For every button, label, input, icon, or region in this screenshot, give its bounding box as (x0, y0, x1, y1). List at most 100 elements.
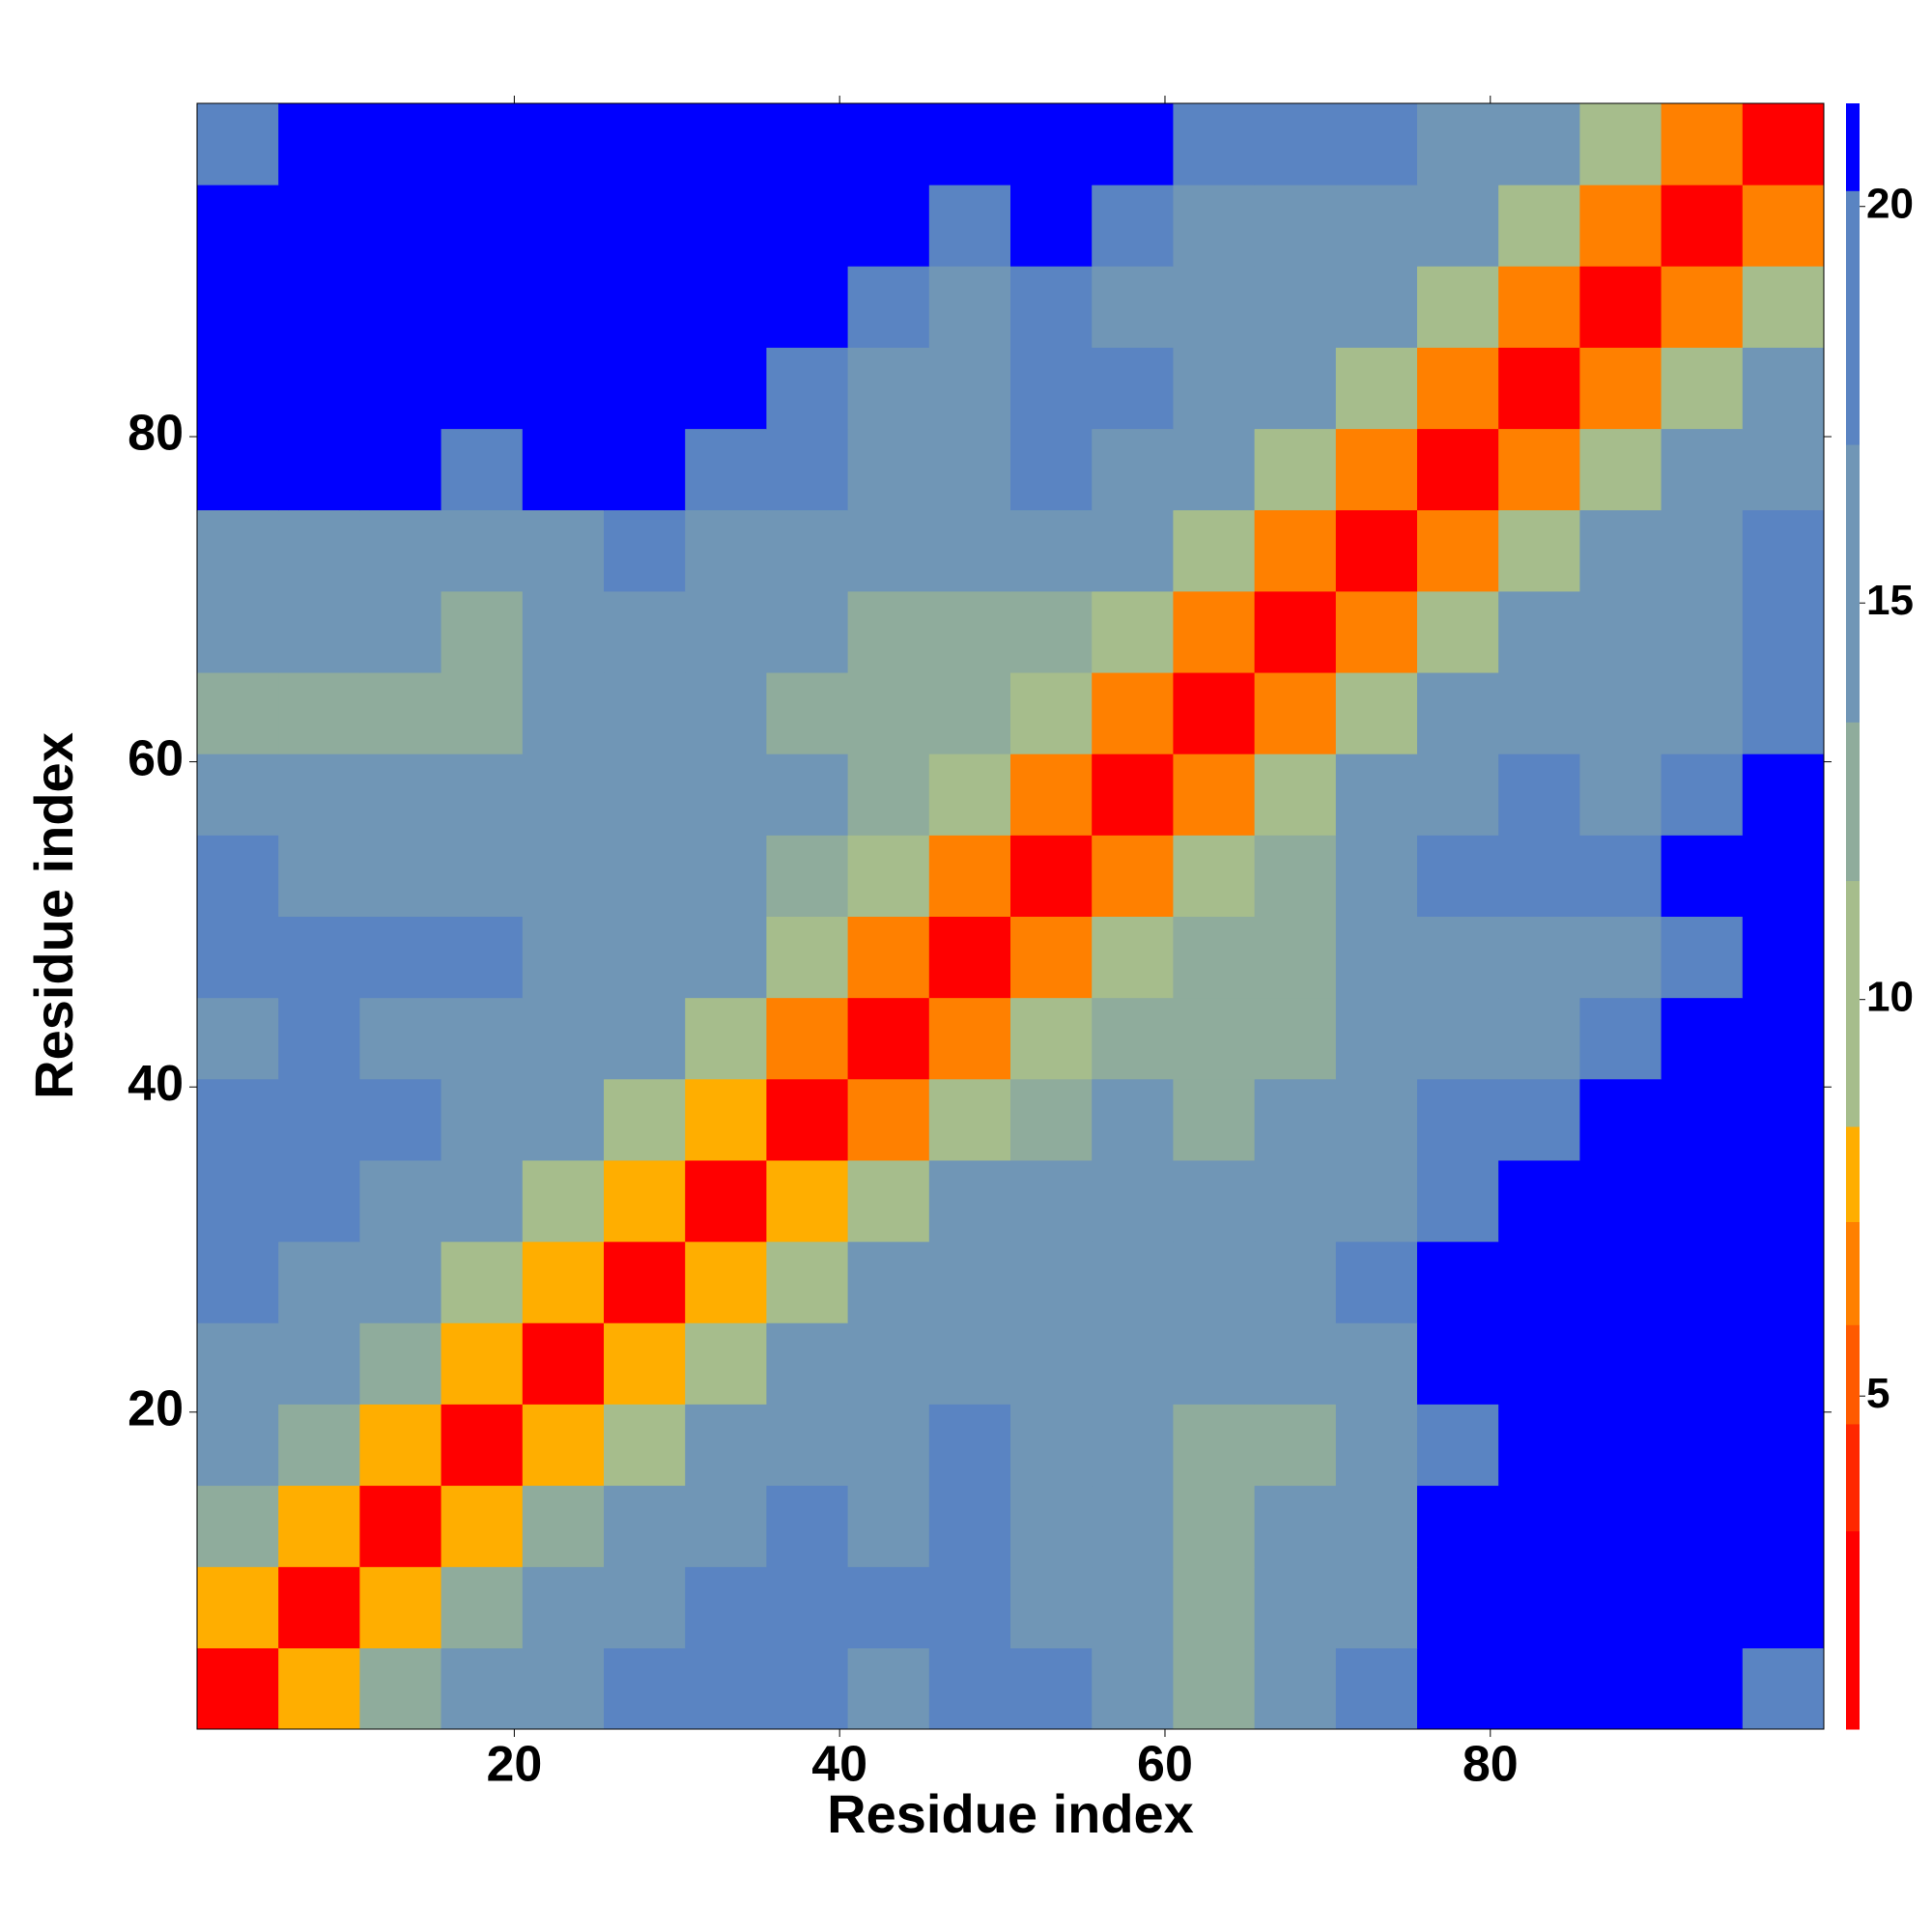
heatmap-cell (440, 103, 524, 185)
heatmap-cell (1742, 1241, 1825, 1323)
heatmap-cell (278, 1566, 360, 1649)
heatmap-cell (1335, 672, 1418, 754)
heatmap-cell (1661, 347, 1744, 430)
heatmap-cell (1010, 1485, 1093, 1568)
heatmap-cell (1742, 1566, 1825, 1649)
heatmap-cell (522, 1241, 605, 1323)
heatmap-cell (1661, 1485, 1744, 1568)
heatmap-cell (928, 1078, 1011, 1161)
heatmap-cell (1335, 835, 1418, 917)
heatmap-cell (1010, 509, 1093, 592)
heatmap-cell (1579, 1078, 1662, 1161)
heatmap-cell (1579, 1566, 1662, 1649)
heatmap-cell (1092, 185, 1174, 267)
heatmap-cell (1254, 1566, 1337, 1649)
heatmap-cell (1661, 916, 1744, 999)
heatmap-cell (1092, 1485, 1174, 1568)
x-tick-label: 40 (811, 1737, 867, 1793)
heatmap-cell (1335, 428, 1418, 511)
heatmap-cell (685, 103, 767, 185)
heatmap-cell (1254, 428, 1337, 511)
heatmap-cell (278, 916, 360, 999)
heatmap-cell (359, 997, 442, 1080)
heatmap-cell (1335, 1404, 1418, 1487)
heatmap-cell (1335, 1566, 1418, 1649)
heatmap-cell (440, 428, 524, 511)
heatmap-cell (1254, 753, 1337, 836)
heatmap-cell (1579, 1647, 1662, 1730)
heatmap-cell (1335, 185, 1418, 267)
heatmap-cell (1010, 103, 1093, 185)
heatmap-cell (604, 347, 686, 430)
colorbar-band (1846, 1423, 1860, 1532)
heatmap-cell (1173, 1404, 1256, 1487)
heatmap-cell (1010, 185, 1093, 267)
heatmap-cell (1742, 916, 1825, 999)
heatmap-cell (1742, 1078, 1825, 1161)
heatmap-cell (604, 835, 686, 917)
heatmap-cell (1498, 1566, 1580, 1649)
heatmap-cell (1010, 672, 1093, 754)
heatmap-cell (1579, 103, 1662, 185)
heatmap-cell (1742, 509, 1825, 592)
heatmap-cell (847, 266, 930, 348)
heatmap-cell (1254, 1241, 1337, 1323)
heatmap-cell (1661, 1159, 1744, 1242)
heatmap-cell (1254, 1159, 1337, 1242)
heatmap-cell (1173, 1566, 1256, 1649)
heatmap-cell (1498, 1485, 1580, 1568)
heatmap-cell (1173, 266, 1256, 348)
heatmap-cell (1092, 753, 1174, 836)
heatmap-cell (1498, 103, 1580, 185)
heatmap-cell (522, 103, 605, 185)
heatmap-cell (847, 509, 930, 592)
heatmap-cell (1173, 835, 1256, 917)
heatmap-cell (1335, 590, 1418, 673)
heatmap-cell (1254, 997, 1337, 1080)
heatmap-cell (604, 1322, 686, 1405)
heatmap-cell (522, 835, 605, 917)
heatmap-cell (766, 266, 849, 348)
heatmap-cell (604, 997, 686, 1080)
heatmap-cell (1742, 1485, 1825, 1568)
heatmap-cell (766, 916, 849, 999)
heatmap-cell (604, 590, 686, 673)
heatmap-cell (604, 1159, 686, 1242)
heatmap-cell (1579, 1159, 1662, 1242)
heatmap-cell (766, 1322, 849, 1405)
heatmap-cell (1010, 753, 1093, 836)
heatmap-cell (685, 1485, 767, 1568)
heatmap-cell (1661, 590, 1744, 673)
heatmap-cell (1661, 1404, 1744, 1487)
heatmap-cell (278, 185, 360, 267)
heatmap-cell (1173, 1159, 1256, 1242)
heatmap-cell (1661, 103, 1744, 185)
heatmap-cell (847, 1159, 930, 1242)
heatmap-cell (1092, 428, 1174, 511)
heatmap-cell (685, 1241, 767, 1323)
heatmap-cell (928, 1159, 1011, 1242)
heatmap-cell (1254, 916, 1337, 999)
heatmap-cell (1742, 835, 1825, 917)
heatmap-cell (847, 590, 930, 673)
heatmap-cell (1010, 916, 1093, 999)
heatmap-cell (766, 103, 849, 185)
heatmap-cell (359, 916, 442, 999)
heatmap-cell (1335, 916, 1418, 999)
heatmap-cell (685, 509, 767, 592)
heatmap-cell (1173, 428, 1256, 511)
colorbar-band (1846, 722, 1860, 882)
heatmap-cell (604, 916, 686, 999)
heatmap-cell (604, 1647, 686, 1730)
heatmap-cell (197, 103, 279, 185)
heatmap-cell (522, 347, 605, 430)
heatmap-cell (1498, 1322, 1580, 1405)
heatmap-cell (1579, 997, 1662, 1080)
heatmap-cell (847, 428, 930, 511)
heatmap-cell (1335, 1322, 1418, 1405)
heatmap-cell (1010, 1078, 1093, 1161)
heatmap-cell (197, 266, 279, 348)
heatmap-cell (1173, 672, 1256, 754)
heatmap-cell (359, 1404, 442, 1487)
heatmap-cell (1092, 347, 1174, 430)
